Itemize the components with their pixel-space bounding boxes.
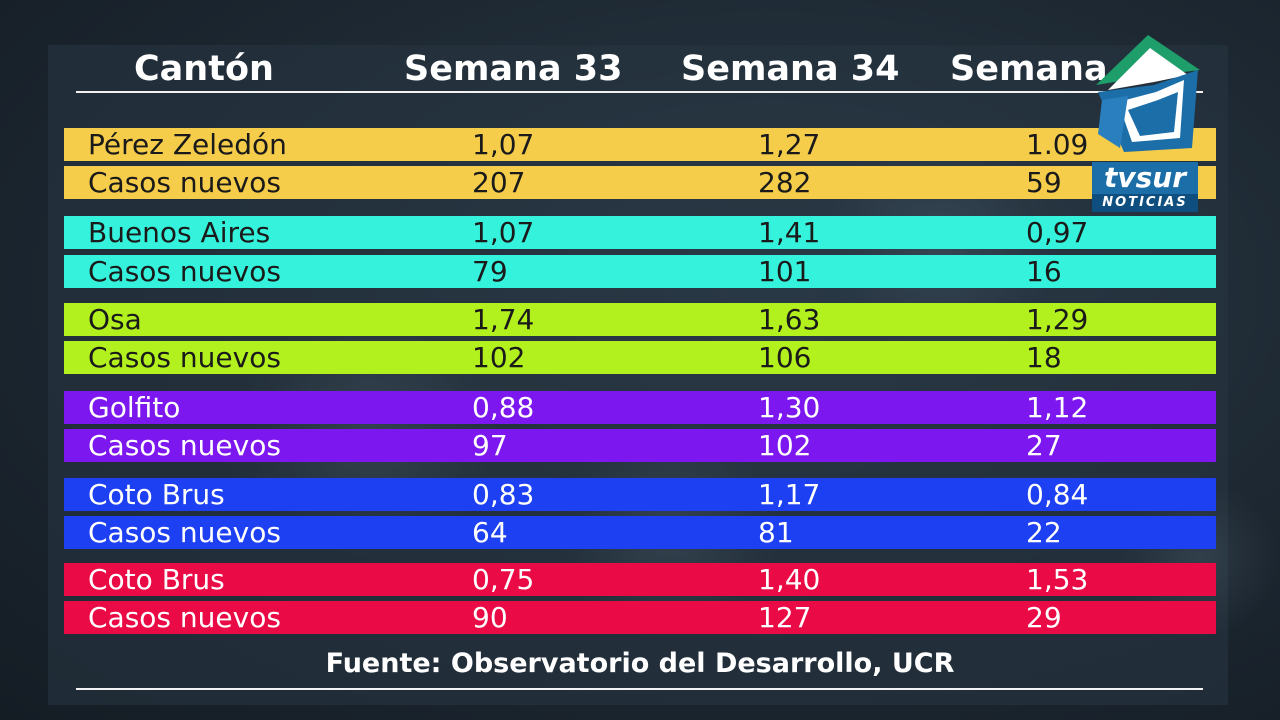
row-value: 101 (758, 255, 812, 288)
row-value: 59 (1026, 166, 1062, 199)
row-value: 106 (758, 341, 812, 374)
row-value: 102 (758, 429, 812, 462)
header-semana-34: Semana 34 (681, 49, 900, 89)
row-value: 0,83 (472, 478, 535, 511)
table-row: Casos nuevos 90 127 29 (64, 601, 1216, 634)
row-label: Casos nuevos (88, 166, 281, 199)
row-value: 1.09 (1026, 128, 1089, 161)
row-label: Coto Brus (88, 478, 225, 511)
tvsur-logo-icon (1096, 35, 1200, 152)
row-label: Casos nuevos (88, 516, 281, 549)
table-row: Casos nuevos 102 106 18 (64, 341, 1216, 374)
table-row: Golfito 0,88 1,30 1,12 (64, 391, 1216, 424)
row-label: Casos nuevos (88, 341, 281, 374)
row-value: 1,29 (1026, 303, 1089, 336)
row-value: 1,40 (758, 563, 821, 596)
row-value: 79 (472, 255, 508, 288)
row-label: Casos nuevos (88, 601, 281, 634)
row-value: 127 (758, 601, 812, 634)
tvsur-logo-word: tvsur (1103, 161, 1187, 194)
header-semana-35: Semana (950, 49, 1108, 89)
row-value: 29 (1026, 601, 1062, 634)
row-label: Casos nuevos (88, 255, 281, 288)
row-value: 90 (472, 601, 508, 634)
table-row: Coto Brus 0,75 1,40 1,53 (64, 563, 1216, 596)
row-value: 1,27 (758, 128, 821, 161)
table-row: Casos nuevos 64 81 22 (64, 516, 1216, 549)
row-value: 1,74 (472, 303, 535, 336)
row-label: Golfito (88, 391, 181, 424)
table-row: Coto Brus 0,83 1,17 0,84 (64, 478, 1216, 511)
source-caption: Fuente: Observatorio del Desarrollo, UCR (325, 648, 955, 679)
row-value: 64 (472, 516, 508, 549)
row-value: 1,07 (472, 128, 535, 161)
table-row: Casos nuevos 207 282 59 (64, 166, 1216, 199)
table-row: Casos nuevos 97 102 27 (64, 429, 1216, 462)
row-value: 27 (1026, 429, 1062, 462)
tvsur-logo-sub: NOTICIAS (1092, 194, 1198, 212)
row-value: 207 (472, 166, 526, 199)
row-label: Casos nuevos (88, 429, 281, 462)
row-value: 16 (1026, 255, 1062, 288)
row-value: 0,84 (1026, 478, 1089, 511)
header-canton: Cantón (134, 49, 274, 89)
table-row: Buenos Aires 1,07 1,41 0,97 (64, 216, 1216, 249)
row-label: Buenos Aires (88, 216, 271, 249)
row-value: 1,07 (472, 216, 535, 249)
row-value: 282 (758, 166, 812, 199)
row-value: 1,30 (758, 391, 821, 424)
row-value: 97 (472, 429, 508, 462)
row-value: 0,75 (472, 563, 535, 596)
tvsur-logo-badge: tvsur NOTICIAS (1092, 162, 1198, 212)
row-value: 22 (1026, 516, 1062, 549)
header-divider (76, 91, 1203, 93)
table-header: Cantón Semana 33 Semana 34 Semana (0, 0, 1280, 92)
row-value: 102 (472, 341, 526, 374)
footer-divider (76, 688, 1203, 690)
row-label: Coto Brus (88, 563, 225, 596)
row-label: Pérez Zeledón (88, 128, 287, 161)
row-value: 0,97 (1026, 216, 1089, 249)
tvsur-logo: tvsur NOTICIAS (1088, 30, 1208, 216)
header-semana-33: Semana 33 (404, 49, 623, 89)
table-row: Pérez Zeledón 1,07 1,27 1.09 (64, 128, 1216, 161)
row-value: 18 (1026, 341, 1062, 374)
row-value: 0,88 (472, 391, 535, 424)
row-value: 1,63 (758, 303, 821, 336)
row-value: 1,41 (758, 216, 821, 249)
table-row: Casos nuevos 79 101 16 (64, 255, 1216, 288)
row-value: 1,17 (758, 478, 821, 511)
row-value: 1,12 (1026, 391, 1089, 424)
row-label: Osa (88, 303, 142, 336)
table-row: Osa 1,74 1,63 1,29 (64, 303, 1216, 336)
row-value: 81 (758, 516, 794, 549)
row-value: 1,53 (1026, 563, 1089, 596)
